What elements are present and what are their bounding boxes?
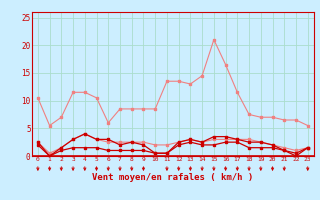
- X-axis label: Vent moyen/en rafales ( km/h ): Vent moyen/en rafales ( km/h ): [92, 173, 253, 182]
